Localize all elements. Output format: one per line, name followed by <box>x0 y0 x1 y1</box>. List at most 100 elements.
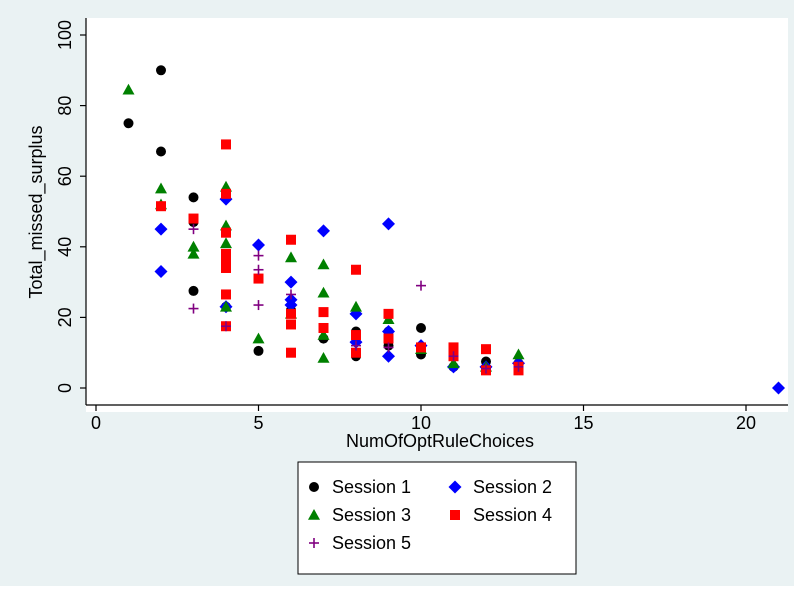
y-axis-ticks: 0 20 40 60 80 100 <box>55 20 86 393</box>
legend-marker <box>309 482 319 492</box>
data-point <box>221 255 231 266</box>
data-point <box>383 342 394 353</box>
data-point <box>448 351 459 362</box>
x-tick-label: 5 <box>253 413 263 433</box>
legend-marker <box>309 538 319 548</box>
data-point <box>317 258 330 270</box>
data-point <box>187 247 200 259</box>
data-point <box>382 349 395 363</box>
data-point <box>188 285 199 296</box>
data-point <box>188 303 199 314</box>
data-point <box>253 273 264 284</box>
data-point <box>383 308 394 319</box>
data-point <box>447 357 460 369</box>
data-point <box>317 224 330 238</box>
data-point <box>286 308 296 319</box>
data-point <box>221 227 231 238</box>
data-point <box>221 139 231 150</box>
y-tick-label: 40 <box>55 237 75 257</box>
legend-label: Session 5 <box>332 533 411 553</box>
data-point <box>220 300 232 312</box>
data-point <box>154 265 168 279</box>
data-point <box>318 307 329 318</box>
data-point <box>253 300 264 311</box>
legend-label: Session 2 <box>473 477 552 497</box>
x-tick-label: 10 <box>411 413 431 433</box>
data-point <box>221 188 231 199</box>
data-point <box>317 329 330 340</box>
data-point <box>154 222 168 236</box>
data-point <box>253 250 264 261</box>
data-point <box>221 262 231 273</box>
data-point <box>481 363 491 374</box>
data-point <box>156 65 166 76</box>
data-point <box>317 286 330 298</box>
data-point <box>513 361 524 372</box>
data-point <box>286 234 296 245</box>
data-point <box>286 347 296 358</box>
data-point <box>772 381 785 395</box>
data-point <box>350 300 362 312</box>
x-axis-label: NumOfOptRuleChoices <box>346 431 534 451</box>
y-tick-label: 60 <box>55 166 75 186</box>
legend-marker <box>450 510 460 520</box>
legend-marker <box>308 509 320 520</box>
data-point <box>188 192 199 203</box>
x-tick-label: 20 <box>736 413 756 433</box>
data-point <box>252 332 265 344</box>
data-point <box>284 298 298 312</box>
data-point <box>351 330 361 341</box>
data-point <box>351 340 361 351</box>
data-point <box>284 275 298 289</box>
data-point <box>317 351 330 363</box>
legend-label: Session 4 <box>473 505 552 525</box>
x-tick-label: 15 <box>573 413 593 433</box>
data-point <box>188 213 199 224</box>
data-point <box>220 237 232 249</box>
y-tick-label: 0 <box>55 383 75 393</box>
data-point <box>253 264 264 275</box>
data-point <box>512 348 525 360</box>
legend-box <box>297 461 577 575</box>
data-point <box>156 146 166 157</box>
data-point <box>351 347 361 358</box>
data-point <box>122 83 135 95</box>
data-point <box>416 280 426 291</box>
plot-area <box>86 18 788 412</box>
series-5 <box>188 224 524 374</box>
legend-label: Session 1 <box>332 477 411 497</box>
data-points <box>122 65 785 395</box>
data-point <box>155 182 167 194</box>
data-point <box>351 264 361 275</box>
legend-label: Session 3 <box>332 505 411 525</box>
legend: Session 1 Session 2 Session 3 Session 4 Sess… <box>297 461 577 575</box>
data-point <box>382 217 395 231</box>
data-point <box>187 240 200 252</box>
legend-marker <box>448 480 462 494</box>
data-point <box>221 289 231 300</box>
y-tick-label: 20 <box>55 307 75 327</box>
y-tick-label: 100 <box>55 20 75 50</box>
data-point <box>221 321 231 332</box>
data-point <box>383 333 394 344</box>
data-point <box>416 342 426 353</box>
data-point <box>481 344 491 355</box>
data-point <box>286 289 296 300</box>
data-point <box>221 248 231 259</box>
data-point <box>123 118 134 129</box>
data-point <box>285 251 297 263</box>
data-point <box>188 224 199 235</box>
data-point <box>286 319 296 330</box>
data-point <box>448 342 459 353</box>
x-tick-label: 0 <box>91 413 101 433</box>
data-point <box>416 322 426 333</box>
data-point <box>156 201 166 212</box>
y-axis-label: Total_missed_surplus <box>26 125 47 298</box>
data-point <box>253 345 264 356</box>
legend-items: Session 1 Session 2 Session 3 Session 4 Sess… <box>308 477 552 553</box>
data-point <box>252 238 265 252</box>
data-point <box>318 322 329 333</box>
x-axis-ticks: 0 5 10 15 20 <box>91 405 756 433</box>
